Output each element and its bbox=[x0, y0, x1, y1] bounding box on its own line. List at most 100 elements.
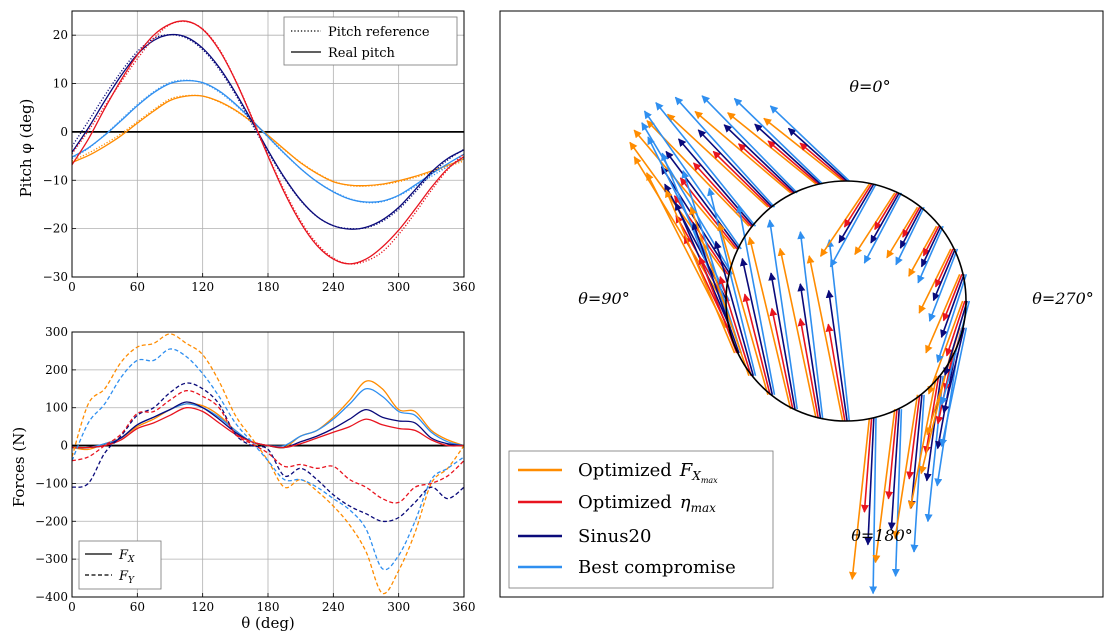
forces-y-axis-label: Forces (N) bbox=[10, 427, 28, 507]
force-arrow-navy bbox=[940, 274, 965, 338]
force-arrow-lightblue bbox=[939, 327, 968, 448]
legend-optimized-eta: Optimized ηmax bbox=[578, 492, 716, 515]
force-arrow-orange bbox=[717, 222, 769, 396]
force-arrow-red bbox=[718, 275, 752, 377]
theta-180-label: θ=180° bbox=[851, 526, 913, 545]
force-arrow-red bbox=[942, 274, 963, 322]
force-arrow-lightblue bbox=[829, 183, 877, 268]
polar-panel: θ=0° θ=90° θ=270° θ=180° Optimized FXmax … bbox=[499, 10, 1104, 598]
legend-optimized-fx: Optimized FXmax bbox=[578, 460, 718, 485]
x-tick-label: 120 bbox=[191, 280, 214, 294]
force-arrow-orange bbox=[777, 247, 817, 419]
force-arrow-lightblue bbox=[869, 417, 878, 595]
force-arrow-navy bbox=[665, 150, 740, 250]
x-tick-label: 180 bbox=[257, 600, 280, 614]
rotor-circle bbox=[725, 180, 967, 422]
x-tick-label: 240 bbox=[322, 280, 345, 294]
force-arrow-orange bbox=[892, 394, 919, 540]
y-tick-label: 100 bbox=[45, 401, 68, 415]
force-arrow-red bbox=[769, 307, 794, 410]
force-arrow-lightblue bbox=[928, 248, 959, 322]
force-arrow-red bbox=[843, 183, 873, 228]
theta-270-label: θ=270° bbox=[1032, 289, 1094, 308]
force-arrow-lightblue bbox=[797, 231, 824, 419]
x-tick-label: 360 bbox=[453, 600, 476, 614]
legend-fx: FX bbox=[118, 548, 135, 565]
y-tick-label: −300 bbox=[35, 552, 68, 566]
force-arrow-red bbox=[712, 150, 771, 208]
y-tick-label: −30 bbox=[43, 270, 68, 284]
force-arrow-red bbox=[945, 300, 966, 357]
force-arrow-orange bbox=[918, 248, 952, 314]
y-tick-label: −100 bbox=[35, 476, 68, 490]
force-arrow-orange bbox=[689, 206, 750, 377]
series-line-orange-dotted bbox=[71, 94, 465, 187]
force-arrow-navy bbox=[932, 248, 956, 302]
x-tick-label: 60 bbox=[130, 600, 145, 614]
y-tick-label: 10 bbox=[53, 77, 68, 91]
force-arrow-lightblue bbox=[733, 97, 824, 185]
series-line-lightblue-solid bbox=[71, 79, 465, 203]
legend-best-compromise: Best compromise bbox=[578, 557, 736, 578]
legend-real-pitch: Real pitch bbox=[328, 46, 396, 61]
force-arrow-red bbox=[885, 409, 898, 500]
force-arrow-lightblue bbox=[895, 206, 925, 266]
force-arrow-lightblue bbox=[766, 219, 798, 410]
force-arrow-navy bbox=[697, 129, 773, 208]
series-line-orange-solid bbox=[71, 94, 465, 187]
y-tick-label: 0 bbox=[60, 439, 68, 453]
force-arrow-red bbox=[860, 417, 873, 513]
series-line-red-solid bbox=[71, 406, 465, 449]
force-arrow-red bbox=[767, 140, 819, 185]
force-arrow-lightblue bbox=[643, 110, 742, 250]
force-arrow-red bbox=[742, 293, 771, 395]
x-tick-label: 180 bbox=[257, 280, 280, 294]
force-arrow-navy bbox=[825, 289, 848, 422]
force-arrow-navy bbox=[691, 221, 740, 354]
forces-x-axis-label: θ (deg) bbox=[241, 614, 295, 632]
force-arrow-navy bbox=[768, 272, 796, 410]
force-arrow-lightblue bbox=[681, 169, 742, 354]
force-arrow-red bbox=[874, 192, 898, 231]
force-arrow-navy bbox=[923, 375, 942, 482]
series-line-red-dotted bbox=[71, 20, 465, 265]
series-line-red-dashed bbox=[71, 389, 465, 504]
force-arrow-orange bbox=[694, 110, 792, 194]
force-arrow-navy bbox=[723, 124, 796, 194]
force-arrow-lightblue bbox=[863, 192, 903, 264]
force-arrow-red bbox=[825, 323, 846, 422]
force-arrow-red bbox=[698, 256, 738, 354]
force-arrow-red bbox=[799, 142, 846, 182]
x-tick-label: 120 bbox=[191, 600, 214, 614]
force-arrow-lightblue bbox=[826, 239, 851, 422]
force-arrow-navy bbox=[870, 192, 900, 244]
series-line-red-solid bbox=[71, 20, 465, 265]
force-arrow-navy bbox=[887, 409, 900, 531]
force-arrow-orange bbox=[872, 409, 896, 564]
legend-pitch-reference: Pitch reference bbox=[328, 25, 430, 40]
legend-fy: FY bbox=[118, 569, 135, 586]
x-tick-label: 0 bbox=[68, 280, 76, 294]
force-arrow-navy bbox=[739, 257, 774, 395]
force-arrow-navy bbox=[787, 127, 848, 182]
x-tick-label: 60 bbox=[130, 280, 145, 294]
force-arrow-lightblue bbox=[917, 225, 944, 284]
force-arrow-lightblue bbox=[936, 274, 968, 363]
force-arrow-orange bbox=[907, 375, 938, 510]
force-arrow-orange bbox=[886, 206, 919, 259]
force-arrow-navy bbox=[838, 183, 875, 244]
x-tick-label: 0 bbox=[68, 600, 76, 614]
force-arrow-lightblue bbox=[891, 409, 903, 577]
pitch-panel: Pitch φ (deg) 0 60 120 180 240 300 360 20 10 0 −10… bbox=[17, 10, 475, 294]
x-tick-label: 300 bbox=[387, 600, 410, 614]
theta-90-label: θ=90° bbox=[578, 289, 629, 308]
series-line-lightblue-dashed bbox=[71, 348, 465, 571]
y-tick-label: 200 bbox=[45, 363, 68, 377]
y-tick-label: −10 bbox=[43, 173, 68, 187]
x-tick-label: 300 bbox=[387, 280, 410, 294]
forces-legend: FX FY bbox=[78, 540, 162, 590]
y-tick-label: 0 bbox=[60, 125, 68, 139]
forces-panel: Forces (N) θ (deg) 0 60 120 180 240 300 360 300… bbox=[10, 325, 475, 632]
force-arrow-red bbox=[693, 162, 752, 227]
force-arrow-lightblue bbox=[674, 96, 776, 208]
